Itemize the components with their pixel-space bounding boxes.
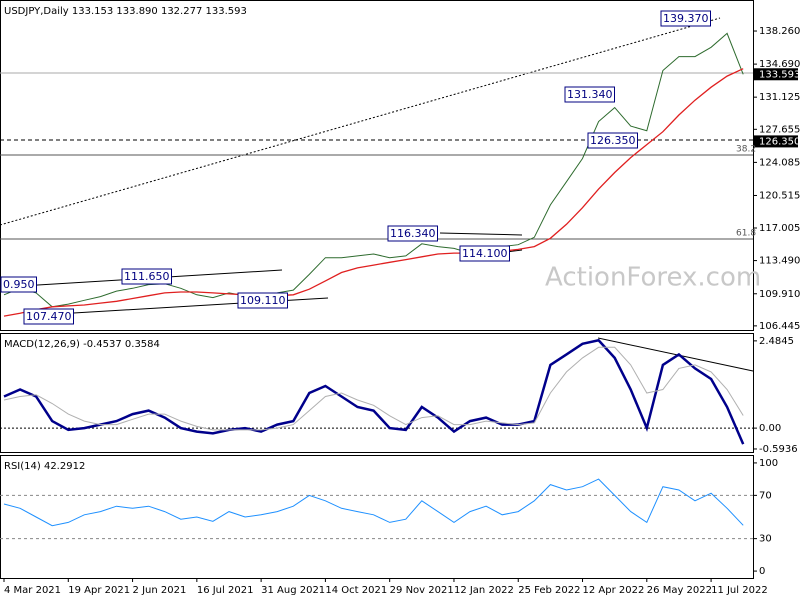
macd-trendline (597, 337, 754, 372)
watermark: ActionForex.com (545, 263, 761, 293)
annotation: 111.650 (124, 270, 170, 283)
y-tick-label: 124.085 (759, 157, 800, 168)
panel-title: MACD(12,26,9) -0.4537 0.3584 (4, 339, 160, 350)
x-tick-label: 12 Apr 2022 (583, 585, 645, 596)
annotation: 139.370 (663, 12, 709, 25)
y-tick-label: 70 (759, 490, 772, 501)
x-tick-label: 11 Jul 2022 (711, 585, 768, 596)
series-line (3, 478, 744, 527)
y-tick-label: 134.690 (759, 59, 800, 70)
price-tag (754, 68, 798, 81)
x-tick-label: 4 Mar 2021 (4, 585, 61, 596)
y-tick-label: 138.260 (759, 26, 800, 37)
trendline (0, 17, 721, 226)
x-tick-label: 29 Nov 2021 (390, 585, 454, 596)
annotation: 0.950 (3, 278, 35, 291)
y-tick-label: 30 (759, 534, 772, 545)
annotation-box (237, 292, 288, 309)
y-tick-label: 113.490 (759, 256, 800, 267)
annotation: 107.470 (26, 310, 72, 323)
series-line (3, 68, 744, 317)
annotation: 61.8 (736, 229, 756, 239)
x-tick-label: 26 May 2022 (647, 585, 712, 596)
y-tick-label: 0.00 (759, 423, 781, 434)
annotation-box (23, 308, 74, 325)
annotation: 116.340 (390, 227, 436, 240)
price-tag-label: 126.350 (759, 136, 800, 147)
annotation-box (564, 86, 615, 103)
y-tick-label: 127.655 (759, 124, 800, 135)
rsi-panel (0, 455, 754, 579)
series-line (3, 338, 745, 445)
panel-title: RSI(14) 42.2912 (4, 461, 85, 472)
x-tick-label: 12 Jan 2022 (454, 585, 514, 596)
x-tick-label: 19 Apr 2021 (68, 585, 130, 596)
annotation-box (587, 132, 638, 149)
annotation-box (0, 276, 37, 293)
y-tick-label: -0.5936 (759, 444, 798, 455)
annotation: 109.110 (240, 294, 286, 307)
y-tick-label: 106.445 (759, 321, 800, 332)
y-tick-label: 109.910 (759, 289, 800, 300)
annotation-box (387, 225, 438, 242)
annotation: 126.350 (590, 134, 636, 147)
series-line (3, 346, 744, 431)
annotation-box (660, 10, 711, 27)
x-tick-label: 14 Oct 2021 (325, 585, 387, 596)
price-tag (754, 135, 798, 148)
x-tick-label: 31 Aug 2021 (261, 585, 325, 596)
y-tick-label: 100 (759, 458, 778, 469)
x-tick-label: 25 Feb 2022 (518, 585, 580, 596)
series-line (3, 32, 744, 308)
macd-panel (0, 333, 754, 453)
y-tick-label: 120.515 (759, 190, 800, 201)
annotation-box (121, 268, 172, 285)
annotation: 131.340 (567, 88, 613, 101)
price-tag-label: 133.593 (759, 69, 800, 80)
panel-title: USDJPY,Daily 133.153 133.890 132.277 133… (4, 6, 247, 17)
y-tick-label: 2.4845 (759, 336, 794, 347)
x-tick-label: 2 Jun 2021 (133, 585, 187, 596)
annotation-box (459, 245, 510, 262)
y-tick-label: 117.005 (759, 223, 800, 234)
annotation: 114.100 (462, 247, 508, 260)
annotation: 38.2 (736, 145, 756, 155)
channel-line (439, 232, 523, 236)
y-tick-label: 131.125 (759, 92, 800, 103)
price-panel (0, 0, 754, 331)
x-tick-label: 16 Jul 2021 (197, 585, 254, 596)
y-tick-label: 0 (759, 566, 765, 577)
